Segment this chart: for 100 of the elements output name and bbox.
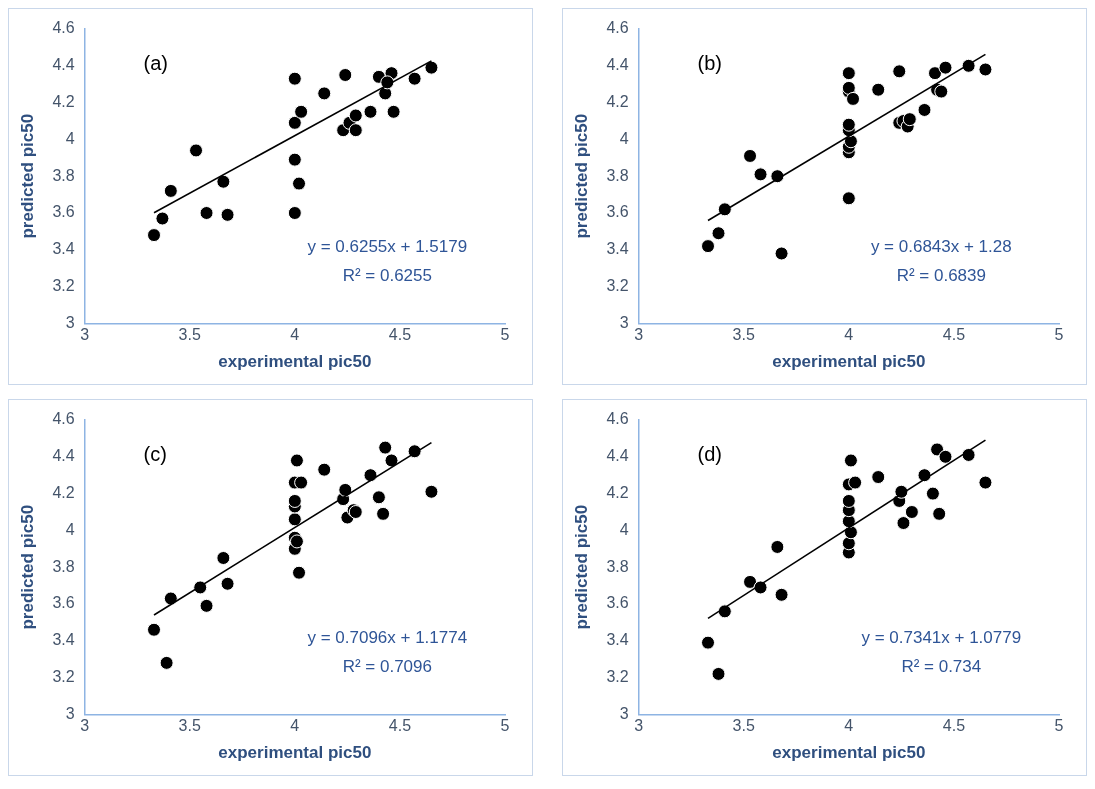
point (199, 598, 214, 613)
point (774, 587, 789, 602)
point (770, 539, 785, 554)
y-tick-label: 3.6 (606, 203, 629, 221)
y-tick-label: 3.2 (52, 277, 75, 295)
y-tick-label: 3 (619, 704, 629, 722)
y-tick-label: 4.2 (52, 93, 75, 111)
x-axis-title: experimental pic50 (218, 743, 372, 763)
point (287, 115, 302, 130)
y-tick-label: 3.8 (606, 557, 629, 575)
annotation: R² = 0.7096 (342, 656, 432, 676)
point (371, 490, 386, 505)
point (287, 493, 302, 508)
point (147, 228, 161, 243)
point (938, 60, 953, 75)
point (287, 512, 302, 527)
annotation: (d) (697, 442, 722, 465)
point (386, 104, 401, 119)
point (384, 453, 399, 468)
point (843, 453, 858, 468)
point (317, 462, 332, 477)
y-tick-label: 3.8 (606, 166, 629, 184)
x-tick-label: 4.5 (942, 717, 966, 735)
point (216, 551, 231, 565)
y-tick-label: 4 (619, 520, 629, 538)
point (871, 470, 886, 485)
annotation: y = 0.6255x + 1.5179 (307, 236, 468, 256)
point (871, 82, 886, 97)
x-tick-label: 3.5 (732, 326, 755, 344)
x-tick-label: 3 (80, 717, 90, 735)
point (348, 123, 363, 138)
point (159, 655, 174, 670)
point (927, 66, 942, 81)
x-axis-title: experimental pic50 (218, 352, 372, 372)
point (163, 591, 178, 606)
y-tick-label: 3.4 (606, 631, 629, 649)
x-tick-label: 4 (844, 326, 854, 344)
point (774, 246, 789, 261)
point (978, 62, 993, 77)
annotation: R² = 0.6255 (342, 265, 432, 285)
x-tick-label: 5 (1054, 717, 1064, 735)
point (220, 576, 235, 591)
point (917, 468, 932, 483)
annotation: R² = 0.734 (901, 656, 982, 676)
point (841, 493, 856, 508)
x-tick-label: 3 (634, 326, 644, 344)
point (338, 68, 353, 82)
point (753, 167, 768, 182)
x-tick-label: 3.5 (178, 326, 201, 344)
point (841, 191, 856, 206)
point (841, 66, 856, 81)
point (292, 176, 307, 191)
y-tick-label: 3.8 (52, 166, 75, 184)
y-tick-label: 3.6 (52, 203, 75, 221)
point (701, 635, 715, 650)
point (287, 206, 302, 220)
point (934, 84, 949, 99)
annotation: (c) (143, 442, 167, 465)
x-tick-label: 3.5 (732, 717, 755, 735)
point (376, 506, 391, 521)
y-tick-label: 4.4 (52, 56, 75, 74)
y-tick-label: 4.6 (52, 19, 75, 37)
point (338, 482, 353, 497)
point (932, 506, 947, 521)
point (289, 453, 304, 468)
point (189, 143, 204, 158)
point (896, 516, 911, 531)
point (220, 207, 235, 222)
x-tick-label: 4 (290, 326, 300, 344)
point (978, 475, 993, 490)
x-tick-label: 3 (634, 717, 644, 735)
point (348, 108, 363, 123)
point (917, 102, 932, 117)
y-tick-label: 3.6 (606, 594, 629, 612)
point (294, 475, 309, 490)
y-tick-label: 4.4 (52, 447, 75, 465)
y-axis-title: predicted pic50 (571, 113, 591, 239)
y-axis-title: predicted pic50 (571, 504, 591, 630)
x-axis-title: experimental pic50 (772, 743, 926, 763)
y-tick-label: 3 (619, 313, 629, 331)
annotation: (a) (143, 51, 168, 74)
point (902, 112, 917, 127)
point (155, 211, 170, 226)
point (711, 226, 726, 241)
annotation: R² = 0.6839 (896, 265, 986, 285)
y-tick-label: 4.4 (606, 56, 629, 74)
x-tick-label: 3 (80, 326, 90, 344)
point (424, 484, 439, 499)
y-tick-label: 4.4 (606, 447, 629, 465)
point (363, 468, 378, 483)
point (701, 239, 715, 254)
point (848, 475, 863, 490)
point (841, 117, 856, 132)
annotation: (b) (697, 51, 722, 74)
point (407, 71, 422, 86)
point (199, 206, 214, 220)
point (846, 91, 861, 106)
y-tick-label: 4.2 (52, 484, 75, 502)
point (363, 104, 378, 119)
x-tick-label: 5 (1054, 326, 1064, 344)
